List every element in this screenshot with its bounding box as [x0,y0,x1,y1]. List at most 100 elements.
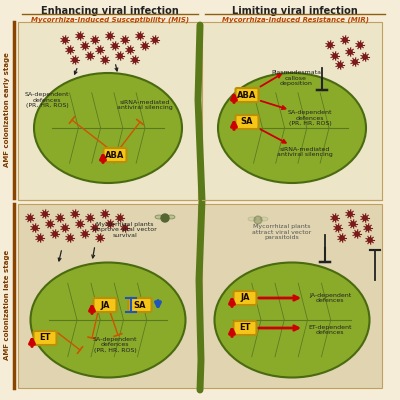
Circle shape [58,216,62,220]
FancyBboxPatch shape [104,148,126,162]
FancyBboxPatch shape [34,331,56,345]
Circle shape [161,214,169,222]
Circle shape [138,34,142,38]
Circle shape [68,48,72,52]
Circle shape [73,212,77,216]
Circle shape [98,236,102,240]
Ellipse shape [30,262,186,378]
Text: ET-dependent
defences: ET-dependent defences [308,325,352,335]
Circle shape [73,58,77,62]
Circle shape [355,232,359,236]
Bar [202,22,382,200]
Circle shape [78,34,82,38]
Text: AMF colonization early stage: AMF colonization early stage [4,52,10,168]
Text: Mycorrhiza-Induced Resistance (MIR): Mycorrhiza-Induced Resistance (MIR) [222,16,368,23]
Circle shape [143,44,147,48]
Text: SA: SA [134,300,146,310]
Text: SA-dependent
defences
(PR, HR, ROS): SA-dependent defences (PR, HR, ROS) [25,92,69,108]
Circle shape [363,216,367,220]
Text: ET: ET [239,324,251,332]
Bar [18,22,198,200]
Circle shape [93,226,97,230]
FancyBboxPatch shape [94,298,116,312]
Ellipse shape [218,73,366,183]
Text: Mycorrhizal plants
attract viral vector
parasitoids: Mycorrhizal plants attract viral vector … [252,224,312,240]
Circle shape [343,38,347,42]
Circle shape [53,232,57,236]
Bar [202,204,382,388]
Text: JA-dependent
defences: JA-dependent defences [309,293,351,303]
Circle shape [358,43,362,47]
Text: ET: ET [39,334,51,342]
Circle shape [113,44,117,48]
Circle shape [33,226,37,230]
Circle shape [83,44,87,48]
Circle shape [340,236,344,240]
Circle shape [254,216,262,224]
Circle shape [98,48,102,52]
FancyBboxPatch shape [236,88,258,102]
FancyBboxPatch shape [234,321,256,335]
Text: Mycorrhiza-Induced Susceptibility (MIS): Mycorrhiza-Induced Susceptibility (MIS) [31,16,189,23]
Circle shape [333,54,337,58]
Circle shape [153,38,157,42]
Text: siRNA-mediated
antiviral silencing: siRNA-mediated antiviral silencing [117,100,173,110]
Circle shape [368,238,372,242]
Circle shape [68,236,72,240]
Circle shape [348,212,352,216]
Circle shape [48,222,52,226]
Circle shape [133,58,137,62]
Text: ABA: ABA [237,90,257,100]
Circle shape [83,232,87,236]
FancyBboxPatch shape [236,115,258,129]
FancyBboxPatch shape [234,291,256,305]
Circle shape [123,38,127,42]
Ellipse shape [155,215,163,219]
Circle shape [336,226,340,230]
Circle shape [333,216,337,220]
Circle shape [108,34,112,38]
Text: JA: JA [240,294,250,302]
Text: Limiting viral infection: Limiting viral infection [232,6,358,16]
Circle shape [328,43,332,47]
Text: SA: SA [241,118,253,126]
Circle shape [338,63,342,67]
Circle shape [103,212,107,216]
Circle shape [63,226,67,230]
Text: Plasmodesmata
callose
deposition: Plasmodesmata callose deposition [271,70,321,86]
Text: ABA: ABA [105,150,125,160]
Circle shape [118,54,122,58]
Circle shape [366,226,370,230]
Ellipse shape [214,262,370,378]
Text: Mycorrhizal plants
improve viral vector
survival: Mycorrhizal plants improve viral vector … [93,222,157,238]
Ellipse shape [34,73,182,183]
Text: JA: JA [100,300,110,310]
Circle shape [118,216,122,220]
Text: Enhancing viral infection: Enhancing viral infection [41,6,179,16]
Ellipse shape [260,217,268,221]
Circle shape [43,212,47,216]
Circle shape [93,38,97,42]
Ellipse shape [167,215,175,219]
Text: SA-dependent
defences
(PR, HR, ROS): SA-dependent defences (PR, HR, ROS) [288,110,332,126]
Circle shape [78,222,82,226]
Circle shape [123,226,127,230]
Circle shape [103,58,107,62]
Text: AMF colonization late stage: AMF colonization late stage [4,250,10,360]
Text: siRNA-mediated
antiviral silencing: siRNA-mediated antiviral silencing [277,146,333,157]
Bar [18,204,198,388]
Circle shape [353,60,357,64]
Circle shape [348,50,352,54]
Circle shape [88,216,92,220]
Circle shape [351,222,355,226]
Circle shape [108,222,112,226]
Ellipse shape [248,217,256,221]
Circle shape [63,38,67,42]
FancyBboxPatch shape [128,298,152,312]
Circle shape [88,54,92,58]
Circle shape [128,48,132,52]
Circle shape [363,55,367,59]
Circle shape [38,236,42,240]
Text: SA-dependent
defences
(PR, HR, ROS): SA-dependent defences (PR, HR, ROS) [93,337,137,353]
Circle shape [28,216,32,220]
